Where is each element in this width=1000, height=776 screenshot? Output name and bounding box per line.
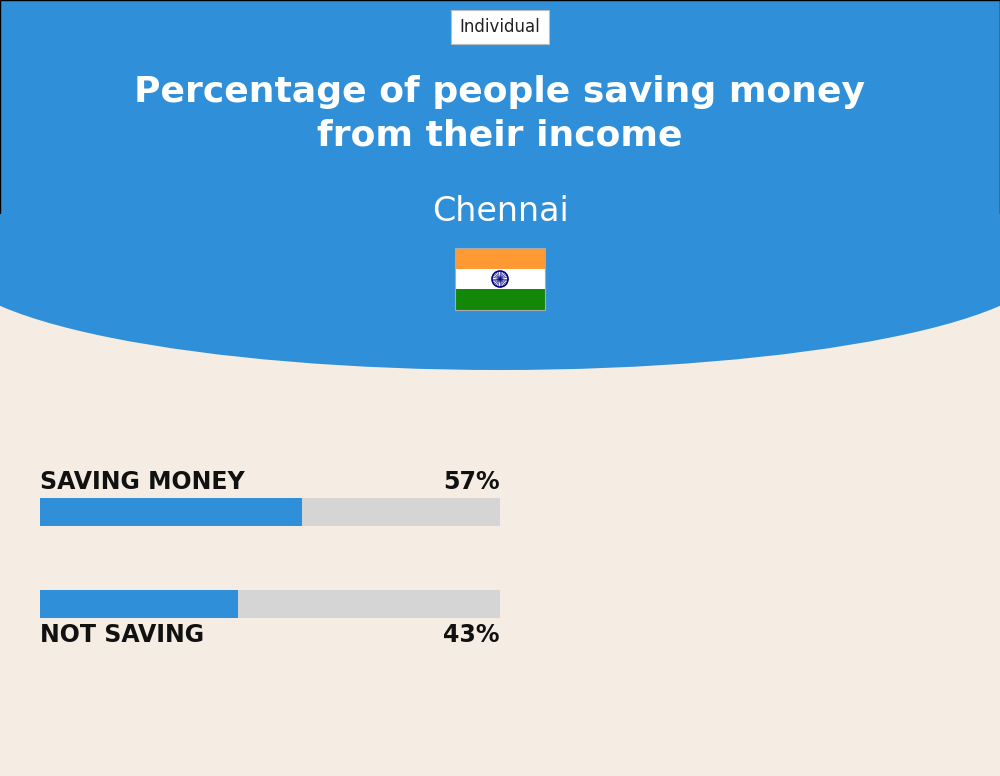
Bar <box>455 268 545 289</box>
Text: Percentage of people saving money
from their income: Percentage of people saving money from t… <box>134 75 866 152</box>
Text: NOT SAVING: NOT SAVING <box>40 623 204 647</box>
Bar <box>455 289 545 310</box>
Text: SAVING MONEY: SAVING MONEY <box>40 470 245 494</box>
Bar <box>40 498 302 526</box>
FancyBboxPatch shape <box>0 0 1000 280</box>
Ellipse shape <box>0 150 1000 370</box>
Bar <box>455 248 545 268</box>
Text: Individual: Individual <box>460 18 540 36</box>
Text: 43%: 43% <box>444 623 500 647</box>
Text: 57%: 57% <box>443 470 500 494</box>
Text: Chennai: Chennai <box>432 195 568 228</box>
Bar <box>40 590 238 618</box>
Bar <box>40 498 500 526</box>
Bar <box>40 590 500 618</box>
Bar <box>455 248 545 310</box>
